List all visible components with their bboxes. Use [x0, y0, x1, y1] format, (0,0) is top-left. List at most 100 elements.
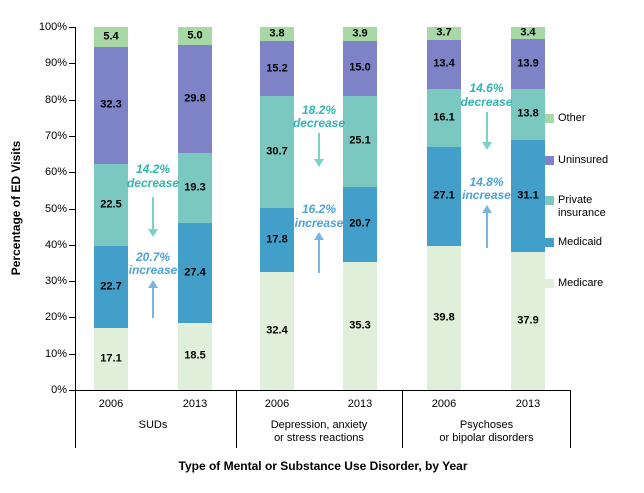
bar-value-label: 31.1 — [517, 189, 539, 202]
bar-value-label: 13.4 — [433, 57, 455, 70]
bar-value-label: 20.7 — [349, 217, 371, 230]
bar-value-label: 17.1 — [100, 352, 122, 365]
y-tick-label: 60% — [44, 166, 67, 179]
legend-swatch — [545, 156, 554, 165]
annotation-text: increase — [462, 188, 511, 203]
y-tick-mark — [69, 99, 75, 101]
y-tick-label: 20% — [44, 311, 67, 324]
annotation-text: 20.7% — [135, 249, 171, 264]
bar-value-label: 39.8 — [433, 311, 455, 324]
bar-segment-medicare: 32.4 — [260, 272, 294, 390]
bar-value-label: 19.3 — [184, 181, 206, 194]
bar-segment-private-insurance: 22.5 — [94, 163, 128, 246]
bar-segment-medicaid: 27.4 — [178, 223, 212, 323]
bar-segment-private-insurance: 13.8 — [511, 89, 545, 140]
bar-value-label: 3.9 — [352, 27, 368, 40]
bar-segment-other: 3.9 — [343, 27, 377, 42]
bar-segment-other: 3.7 — [427, 26, 461, 41]
annotation-text: increase — [294, 215, 344, 230]
bar-segment-private-insurance: 25.1 — [343, 95, 377, 187]
y-tick-label: 40% — [44, 238, 67, 251]
increase-arrow-line — [318, 239, 320, 274]
y-tick-mark — [69, 135, 75, 137]
legend-swatch — [545, 196, 554, 205]
y-tick-mark — [69, 172, 75, 174]
legend-label: insurance — [558, 207, 606, 219]
bar-value-label: 22.7 — [100, 280, 122, 293]
bar-segment-uninsured: 13.9 — [511, 38, 545, 90]
x-year-label: 2013 — [182, 398, 208, 410]
y-tick-mark — [69, 353, 75, 355]
y-tick-mark — [69, 390, 75, 391]
y-tick-label: 30% — [44, 275, 67, 288]
legend-label: Other — [558, 112, 586, 124]
y-axis-line — [75, 27, 76, 448]
y-tick-mark — [69, 317, 75, 319]
annotation-text: decrease — [126, 175, 180, 190]
legend-swatch — [545, 114, 554, 123]
bar-value-label: 13.9 — [517, 57, 539, 70]
bar-value-label: 3.8 — [269, 27, 285, 40]
annotation-text: 14.8% — [469, 174, 504, 189]
category-separator-line — [570, 390, 571, 448]
decrease-arrow-line — [485, 111, 488, 144]
x-year-label: 2006 — [431, 398, 457, 410]
bar-segment-uninsured: 13.4 — [427, 40, 461, 89]
arrow-up-icon — [314, 232, 324, 241]
x-group-label: SUDs — [138, 419, 168, 431]
y-tick-label: 70% — [44, 129, 67, 142]
x-axis-line — [75, 390, 571, 391]
bar-value-label: 5.0 — [187, 29, 203, 42]
category-separator-line — [236, 390, 237, 448]
bar-value-label: 3.7 — [436, 26, 452, 39]
x-year-label: 2013 — [515, 398, 541, 410]
legend-swatch — [545, 238, 554, 247]
bar-value-label: 27.1 — [433, 189, 455, 202]
bar-value-label: 25.1 — [349, 134, 371, 147]
x-group-label: Psychoses — [459, 419, 514, 431]
x-year-label: 2013 — [347, 398, 373, 410]
bar-value-label: 16.1 — [433, 111, 455, 124]
y-tick-mark — [69, 27, 75, 28]
bar-segment-other: 3.8 — [260, 27, 294, 42]
bar-segment-medicaid: 17.8 — [260, 207, 294, 273]
annotation-text: 14.2% — [135, 162, 171, 177]
bar-segment-medicare: 37.9 — [511, 252, 545, 390]
legend-label: Private — [558, 194, 593, 206]
bar-segment-medicaid: 22.7 — [94, 245, 128, 328]
arrow-down-icon — [481, 142, 492, 151]
bar-value-label: 32.3 — [100, 98, 122, 111]
x-axis-title: Type of Mental or Substance Use Disorder… — [178, 459, 468, 473]
bar-value-label: 18.5 — [184, 349, 206, 362]
decrease-arrow-line — [318, 132, 320, 161]
annotation-text: decrease — [460, 94, 513, 109]
legend-label: Uninsured — [558, 154, 609, 166]
bar-segment-uninsured: 15.2 — [260, 41, 294, 97]
bar-value-label: 17.8 — [266, 233, 288, 246]
annotation-text: 18.2% — [301, 102, 337, 117]
annotation-text: 16.2% — [301, 202, 337, 217]
bar-segment-other: 3.4 — [511, 26, 545, 39]
y-tick-mark — [69, 281, 75, 283]
y-tick-label: 90% — [44, 57, 67, 70]
arrow-up-icon — [481, 204, 492, 213]
bar-segment-medicare: 39.8 — [427, 245, 461, 390]
decrease-arrow-line — [152, 196, 154, 231]
bar-segment-uninsured: 32.3 — [94, 46, 128, 164]
bar-value-label: 15.0 — [349, 61, 371, 74]
bar-segment-private-insurance: 30.7 — [260, 96, 294, 208]
x-year-label: 2006 — [98, 398, 124, 410]
bar-value-label: 32.4 — [266, 324, 288, 337]
annotation-text: 14.6% — [469, 81, 504, 96]
legend-label: Medicare — [558, 277, 604, 289]
y-tick-mark — [69, 244, 75, 246]
bar-segment-uninsured: 15.0 — [343, 41, 377, 96]
arrow-down-icon — [314, 159, 324, 168]
x-group-label: or stress reactions — [274, 432, 364, 444]
x-group-label: or bipolar disorders — [439, 432, 534, 444]
